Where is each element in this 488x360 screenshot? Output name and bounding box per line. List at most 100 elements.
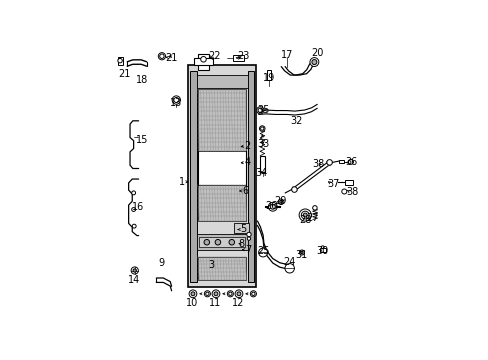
Circle shape <box>215 239 220 245</box>
Text: 21: 21 <box>165 53 178 63</box>
Circle shape <box>268 202 277 211</box>
Circle shape <box>251 292 255 296</box>
Text: 38: 38 <box>312 159 324 169</box>
Bar <box>247 71 253 282</box>
Bar <box>198 257 246 280</box>
Bar <box>344 180 352 185</box>
Bar <box>117 57 122 65</box>
Circle shape <box>278 199 284 204</box>
Circle shape <box>160 54 164 58</box>
Text: 17: 17 <box>280 50 292 60</box>
Text: 36: 36 <box>344 157 356 167</box>
Text: 7: 7 <box>244 245 250 255</box>
Circle shape <box>132 224 136 228</box>
Text: 8: 8 <box>238 239 244 249</box>
Bar <box>232 55 243 61</box>
Text: 19: 19 <box>263 73 275 83</box>
Circle shape <box>348 159 353 164</box>
Bar <box>319 248 325 252</box>
Text: 33: 33 <box>257 139 269 149</box>
Text: 9: 9 <box>158 258 164 268</box>
Text: 20: 20 <box>310 49 323 58</box>
Circle shape <box>326 159 332 165</box>
Circle shape <box>158 53 165 60</box>
Bar <box>260 156 264 172</box>
Bar <box>198 185 246 221</box>
Bar <box>196 75 247 89</box>
Circle shape <box>227 291 233 297</box>
Text: 11: 11 <box>208 298 221 308</box>
Text: 13: 13 <box>170 98 182 108</box>
Circle shape <box>131 191 135 195</box>
Text: 5: 5 <box>239 225 245 234</box>
Circle shape <box>279 201 282 203</box>
Bar <box>196 234 247 250</box>
Text: 34: 34 <box>255 168 267 178</box>
Circle shape <box>118 58 122 63</box>
Bar <box>190 71 196 282</box>
Circle shape <box>258 248 267 257</box>
Circle shape <box>131 267 138 274</box>
Bar <box>188 66 256 287</box>
Text: 37: 37 <box>327 179 339 189</box>
Text: 14: 14 <box>128 275 140 285</box>
Circle shape <box>285 264 294 273</box>
Bar <box>198 151 246 185</box>
Circle shape <box>173 98 179 103</box>
Circle shape <box>341 189 346 194</box>
Text: 12: 12 <box>231 298 244 308</box>
Circle shape <box>191 292 195 296</box>
Circle shape <box>250 291 256 297</box>
Circle shape <box>212 290 220 298</box>
Circle shape <box>228 292 232 296</box>
Circle shape <box>214 292 218 296</box>
Text: 24: 24 <box>283 257 295 267</box>
Text: 2: 2 <box>244 141 250 151</box>
Text: 1: 1 <box>179 177 184 187</box>
Circle shape <box>204 291 210 297</box>
Circle shape <box>312 206 317 210</box>
Circle shape <box>131 208 135 211</box>
Bar <box>198 54 208 69</box>
Circle shape <box>205 292 208 296</box>
Circle shape <box>258 108 262 112</box>
Text: 23: 23 <box>237 51 249 61</box>
Text: 4: 4 <box>244 157 250 167</box>
Bar <box>267 69 271 80</box>
Text: 22: 22 <box>208 51 221 61</box>
Circle shape <box>189 290 197 298</box>
Text: 32: 32 <box>289 116 302 126</box>
Circle shape <box>237 292 241 296</box>
Circle shape <box>246 232 251 237</box>
Circle shape <box>133 269 136 272</box>
Text: 35: 35 <box>257 105 269 115</box>
Circle shape <box>299 209 311 221</box>
Text: 6: 6 <box>242 186 247 196</box>
Circle shape <box>172 96 180 104</box>
Circle shape <box>256 107 264 114</box>
Text: 15: 15 <box>136 135 148 145</box>
Circle shape <box>311 59 316 64</box>
Circle shape <box>200 57 206 62</box>
Text: 26: 26 <box>264 201 277 211</box>
Text: 38: 38 <box>346 187 358 197</box>
Circle shape <box>235 290 243 298</box>
Circle shape <box>321 246 324 249</box>
Bar <box>198 89 246 151</box>
Circle shape <box>291 187 297 192</box>
Text: 31: 31 <box>295 250 307 260</box>
Circle shape <box>247 237 250 240</box>
Text: 21: 21 <box>118 69 130 79</box>
Text: 27: 27 <box>306 213 319 223</box>
Circle shape <box>301 211 308 219</box>
Circle shape <box>299 250 304 255</box>
Bar <box>233 223 249 233</box>
Circle shape <box>303 213 306 217</box>
Text: 3: 3 <box>208 260 214 270</box>
Circle shape <box>228 239 234 245</box>
Bar <box>193 58 213 66</box>
Circle shape <box>260 127 264 130</box>
Text: 30: 30 <box>316 246 328 256</box>
Circle shape <box>203 239 209 245</box>
Text: 28: 28 <box>299 215 311 225</box>
